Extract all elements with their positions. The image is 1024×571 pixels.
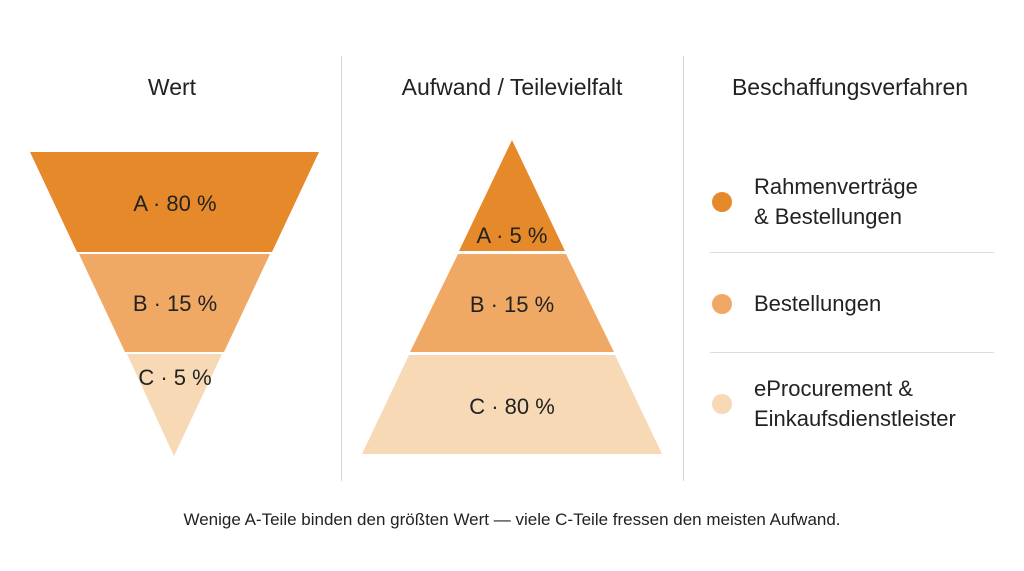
procurement-separator-1 [710,252,994,253]
value-segment-a [30,152,319,252]
procurement-column-title: Beschaffungsverfahren [731,74,969,100]
procurement-item-c: eProcurement & Einkaufsdienstleister [708,374,998,434]
column-divider-right [683,56,684,481]
effort-segment-a-label: A · 5 % [477,223,548,248]
effort-segment-a [459,140,565,251]
effort-segment-c [362,355,662,454]
value-column-title: Wert [147,74,197,100]
effort-segment-b-label: B · 15 % [470,292,554,317]
value-segment-a-label: A · 80 % [133,191,216,216]
procurement-item-a: Rahmenverträge & Bestellungen [708,172,998,232]
procurement-item-b: Bestellungen [708,288,998,320]
procurement-item-b-label: Bestellungen [754,291,882,316]
procurement-item-a-label: Rahmenverträge & Bestellungen [754,174,918,229]
value-inverted-pyramid: A · 80 % B · 15 % C · 5 % [30,152,319,456]
value-segment-c [127,354,222,456]
procurement-item-c-dot [712,394,732,414]
column-divider-left [341,56,342,481]
value-segment-b-label: B · 15 % [133,291,217,316]
effort-segment-b [410,254,614,352]
effort-segment-c-label: C · 80 % [469,394,555,419]
effort-pyramid: A · 5 % B · 15 % C · 80 % [362,140,662,454]
diagram-caption: Wenige A-Teile binden den größten Wert —… [183,510,841,529]
procurement-separator-2 [710,352,994,353]
effort-column-title: Aufwand / Teilevielfalt [401,74,623,100]
value-segment-b [79,254,270,352]
procurement-item-b-dot [712,294,732,314]
value-segment-c-label: C · 5 % [138,365,211,390]
procurement-item-c-label: eProcurement & Einkaufsdienstleister [754,376,956,431]
procurement-item-a-dot [712,192,732,212]
